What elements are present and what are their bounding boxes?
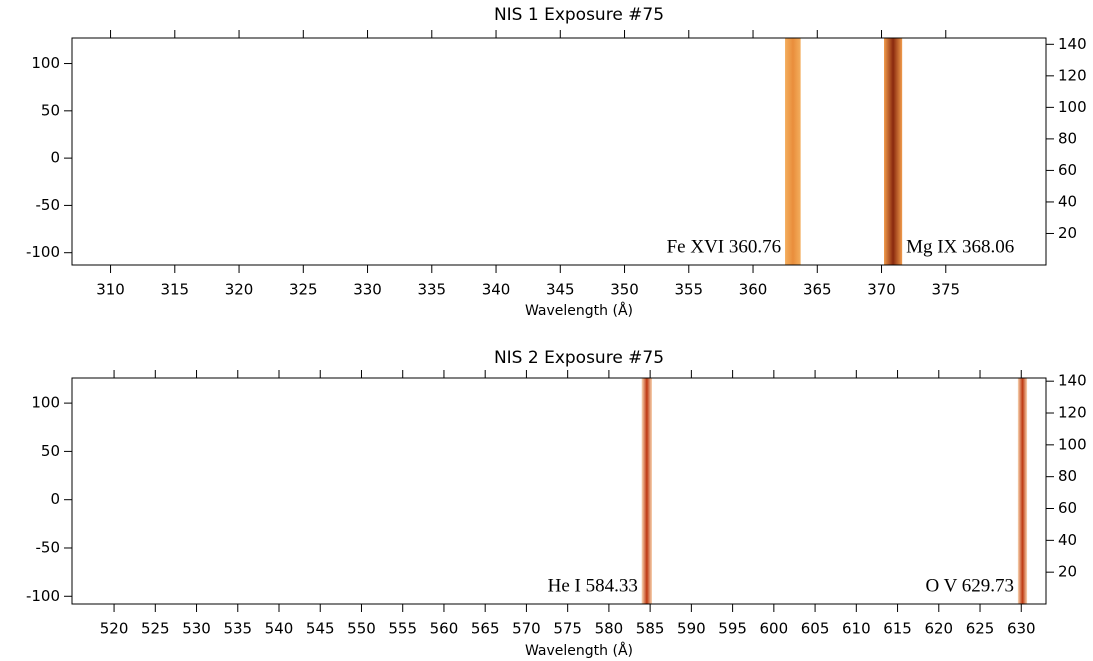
y2-tick-label: 120 xyxy=(1058,66,1087,84)
x-axis-label: Wavelength (Å) xyxy=(525,302,633,319)
y2-tick-label: 60 xyxy=(1058,161,1077,179)
x-tick-label: 610 xyxy=(842,620,871,638)
x-tick-label: 350 xyxy=(610,281,639,299)
y2-tick-label: 20 xyxy=(1058,224,1077,242)
x-tick-label: 340 xyxy=(482,281,511,299)
plot-frame xyxy=(71,37,1047,266)
x-tick-label: 550 xyxy=(347,620,376,638)
x-tick-label: 525 xyxy=(141,620,170,638)
y2-tick-label: 140 xyxy=(1058,35,1087,53)
y2-tick-label: 140 xyxy=(1058,372,1087,390)
y-tick-label: -100 xyxy=(26,243,60,261)
y-tick-label: -100 xyxy=(26,587,60,605)
line-label: Fe XVI 360.76 xyxy=(667,236,782,257)
x-tick-label: 585 xyxy=(636,620,665,638)
line-label: Mg IX 368.06 xyxy=(906,236,1014,257)
x-tick-label: 590 xyxy=(677,620,706,638)
x-tick-label: 560 xyxy=(430,620,459,638)
emission-band-core xyxy=(785,38,801,265)
x-tick-label: 625 xyxy=(966,620,995,638)
y-tick-label: 50 xyxy=(41,101,60,119)
x-tick-label: 360 xyxy=(739,281,768,299)
y-tick-label: 100 xyxy=(31,394,60,412)
y-tick-label: 50 xyxy=(41,442,60,460)
x-tick-label: 570 xyxy=(512,620,541,638)
x-tick-label: 315 xyxy=(160,281,189,299)
y-tick-label: 0 xyxy=(50,490,60,508)
x-tick-label: 535 xyxy=(223,620,252,638)
y-tick-label: -50 xyxy=(36,538,61,556)
y2-tick-label: 40 xyxy=(1058,531,1077,549)
y2-tick-label: 40 xyxy=(1058,192,1077,210)
y2-tick-label: 20 xyxy=(1058,563,1077,581)
x-tick-label: 555 xyxy=(388,620,417,638)
y2-tick-label: 80 xyxy=(1058,129,1077,147)
x-tick-label: 325 xyxy=(289,281,318,299)
x-tick-label: 345 xyxy=(546,281,575,299)
x-tick-label: 365 xyxy=(803,281,832,299)
emission-band-core xyxy=(884,38,903,265)
x-tick-label: 310 xyxy=(96,281,125,299)
x-tick-label: 595 xyxy=(718,620,747,638)
x-tick-label: 520 xyxy=(100,620,129,638)
y-tick-label: -50 xyxy=(36,196,61,214)
x-tick-label: 370 xyxy=(867,281,896,299)
y-tick-label: 0 xyxy=(50,149,60,167)
x-tick-label: 565 xyxy=(471,620,500,638)
chart-title: NIS 1 Exposure #75 xyxy=(494,5,664,25)
x-tick-label: 540 xyxy=(265,620,294,638)
y2-tick-label: 100 xyxy=(1058,98,1087,116)
x-tick-label: 575 xyxy=(553,620,582,638)
x-tick-label: 335 xyxy=(417,281,446,299)
x-tick-label: 545 xyxy=(306,620,335,638)
x-tick-label: 620 xyxy=(924,620,953,638)
line-label: O V 629.73 xyxy=(925,575,1014,596)
y2-tick-label: 60 xyxy=(1058,499,1077,517)
x-tick-label: 630 xyxy=(1007,620,1036,638)
y2-tick-label: 80 xyxy=(1058,467,1077,485)
y-tick-label: 100 xyxy=(31,54,60,72)
x-tick-label: 530 xyxy=(182,620,211,638)
y2-tick-label: 120 xyxy=(1058,404,1087,422)
chart-title: NIS 2 Exposure #75 xyxy=(494,348,664,368)
x-tick-label: 355 xyxy=(674,281,703,299)
emission-band-core xyxy=(641,378,652,604)
y2-tick-label: 100 xyxy=(1058,435,1087,453)
x-tick-label: 320 xyxy=(225,281,254,299)
x-tick-label: 330 xyxy=(353,281,382,299)
x-axis-label: Wavelength (Å) xyxy=(525,642,633,659)
plot-frame xyxy=(71,377,1047,605)
line-label: He I 584.33 xyxy=(548,575,638,596)
x-tick-label: 615 xyxy=(883,620,912,638)
x-tick-label: 600 xyxy=(760,620,789,638)
x-tick-label: 605 xyxy=(801,620,830,638)
x-tick-label: 375 xyxy=(931,281,960,299)
emission-band-core xyxy=(1017,378,1028,604)
x-tick-label: 580 xyxy=(595,620,624,638)
